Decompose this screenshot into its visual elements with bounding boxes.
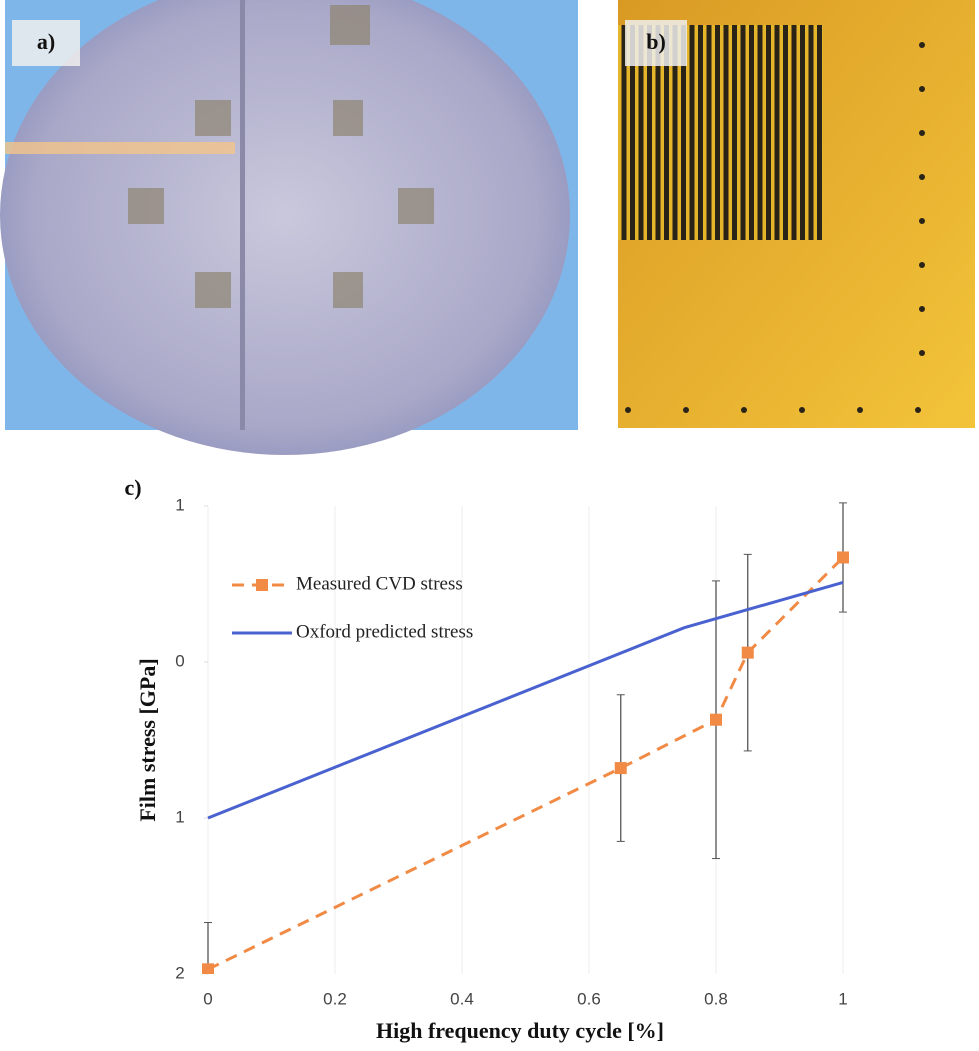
alignment-mark: [919, 350, 925, 356]
panel-label: a): [37, 29, 55, 54]
alignment-mark: [741, 407, 747, 413]
alignment-mark: [919, 174, 925, 180]
y-tick-label: 1: [175, 495, 184, 514]
x-tick-label: 0.2: [323, 989, 347, 1008]
legend-label: Measured CVD stress: [296, 573, 463, 594]
y-tick-label: 2: [175, 963, 184, 982]
alignment-mark: [919, 306, 925, 312]
x-tick-label: 0.4: [450, 989, 474, 1008]
photo-a: a): [0, 0, 578, 455]
x-tick-label: 0: [203, 989, 212, 1008]
alignment-mark: [625, 407, 631, 413]
figure: a) b) c) High frequency duty cycle [%] F…: [0, 0, 979, 1051]
y-tick-label: 0: [175, 651, 184, 670]
legend-label: Oxford predicted stress: [296, 621, 473, 642]
y-tick-label: 1: [175, 807, 184, 826]
photo-b: b): [618, 0, 975, 428]
x-tick-label: 0.6: [577, 989, 601, 1008]
marker: [742, 647, 754, 659]
y-axis-title: Film stress [GPa]: [135, 658, 160, 821]
marker: [615, 762, 627, 774]
alignment-mark: [919, 218, 925, 224]
alignment-mark: [799, 407, 805, 413]
x-tick-label: 0.8: [704, 989, 728, 1008]
alignment-mark: [919, 86, 925, 92]
x-axis-title: High frequency duty cycle [%]: [376, 1018, 664, 1043]
alignment-mark: [919, 42, 925, 48]
marker: [837, 551, 849, 563]
alignment-mark: [683, 407, 689, 413]
x-tick-label: 1: [838, 989, 847, 1008]
alignment-mark: [857, 407, 863, 413]
alignment-mark: [919, 262, 925, 268]
marker: [710, 714, 722, 726]
alignment-mark: [915, 407, 921, 413]
legend-marker: [256, 579, 268, 591]
panel-label: b): [646, 29, 666, 54]
marker: [202, 963, 214, 975]
panel-label: c): [124, 475, 141, 500]
alignment-mark: [919, 130, 925, 136]
